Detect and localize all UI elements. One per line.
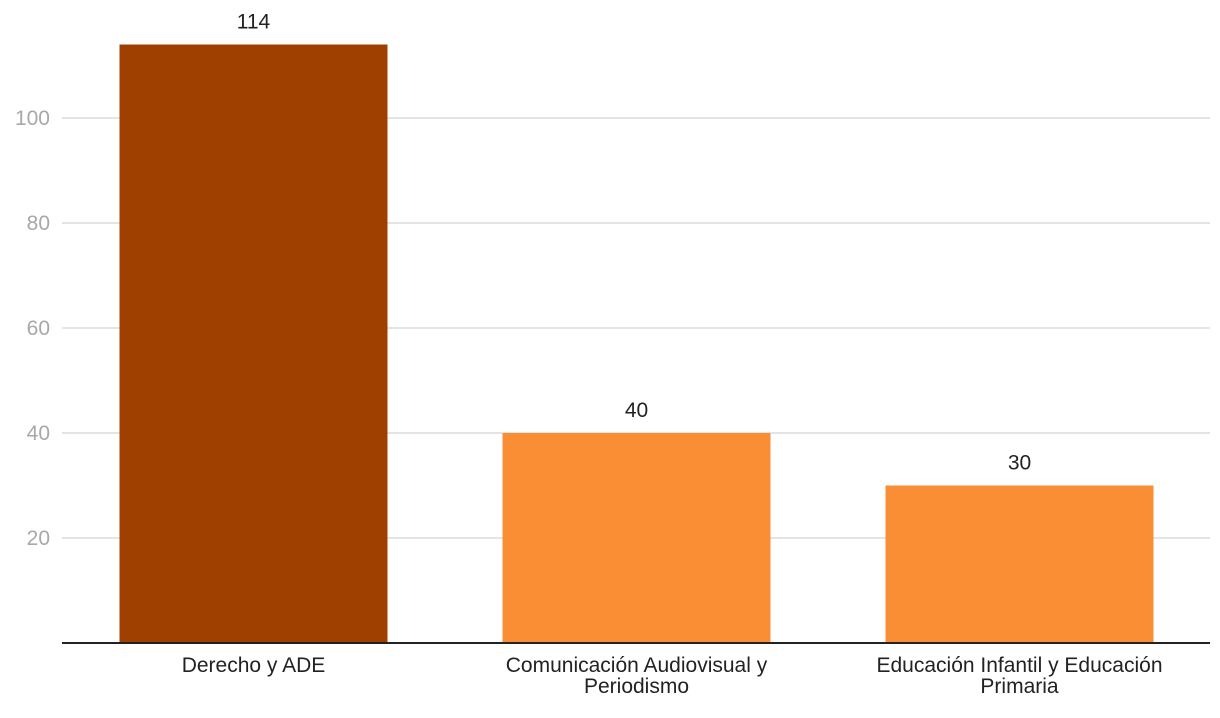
- data-labels: 114 40 30: [237, 11, 1031, 475]
- bar: [885, 485, 1154, 643]
- bar: [119, 44, 388, 643]
- data-label: 40: [625, 399, 648, 422]
- x-tick-label: Derecho y ADE: [182, 654, 326, 677]
- y-tick-label: 80: [27, 212, 50, 235]
- y-tick-label: 60: [27, 317, 50, 340]
- y-tick-label: 100: [15, 107, 50, 130]
- x-tick-label: Comunicación Audiovisual y Periodismo: [506, 654, 768, 698]
- y-tick-label: 40: [27, 422, 50, 445]
- y-tick-label: 20: [27, 527, 50, 550]
- data-label: 114: [237, 11, 271, 34]
- bar: [502, 433, 771, 643]
- x-tick-label: Educación Infantil y Educación Primaria: [876, 654, 1162, 698]
- data-label: 30: [1008, 452, 1031, 475]
- y-axis-tick-labels: 20 40 60 80 100: [15, 107, 50, 550]
- bars: [119, 44, 1154, 643]
